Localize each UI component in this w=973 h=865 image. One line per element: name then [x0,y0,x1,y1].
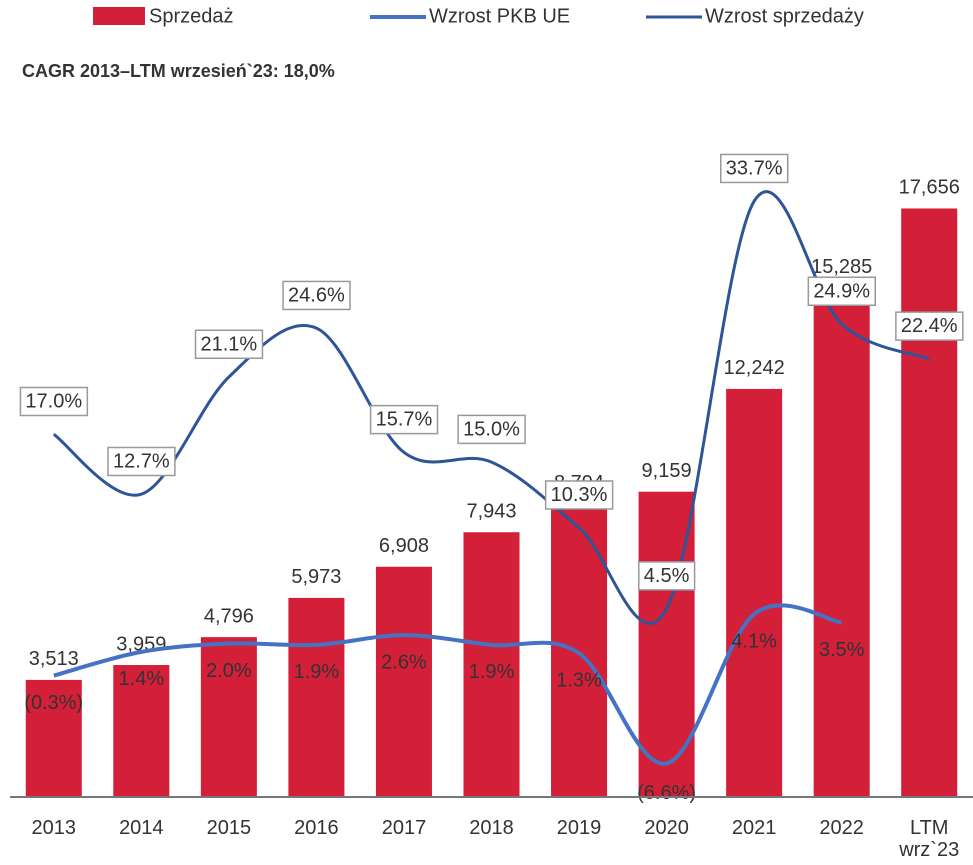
data-label: 15,285 [811,256,872,278]
data-label: 15.7% [376,409,433,431]
data-label: 4.1% [731,630,777,652]
bar [813,287,870,797]
data-label-box [369,404,439,435]
data-label-box [457,414,526,445]
x-tick-label: 2018 [469,817,514,839]
legend-label: Wzrost sprzedaży [705,5,864,27]
bar [288,597,345,797]
bar [551,503,608,797]
x-tick-label: LTM wrz`23 [899,817,960,861]
data-label: 22.4% [901,315,958,337]
legend-swatch [93,7,145,25]
data-label-box [544,480,614,510]
x-tick-label: 2017 [381,817,427,839]
data-label-box [638,561,696,591]
x-tick-label: 2016 [294,817,339,839]
data-label: 1.3% [556,670,602,692]
data-label: 9,159 [642,460,692,482]
data-label: 4,796 [204,605,254,627]
data-label: 1.9% [294,661,340,683]
bar [463,532,520,797]
data-label: 10.3% [551,484,608,506]
bar [113,665,170,797]
data-label-box [720,153,789,184]
data-label-box [807,276,876,307]
data-label: 17,656 [899,177,960,199]
subtitle: CAGR 2013–LTM wrzesień`23: 18,0% [22,61,335,81]
data-label: 5,973 [291,566,341,588]
data-label-box [19,386,89,417]
x-tick-label: 2020 [644,817,689,839]
x-tick-label: 2019 [556,817,602,839]
data-label: 33.7% [726,157,783,179]
data-label-box [107,446,176,477]
data-label: 7,943 [466,501,516,523]
data-label-box [895,311,964,341]
data-label-box [282,280,351,311]
data-label: 21.1% [201,333,258,355]
bar [375,566,432,797]
data-label: (0.3%) [24,692,83,714]
bar [726,388,783,797]
bar [200,637,257,797]
data-label: (6.6%) [637,782,696,804]
x-tick-label: 2014 [119,817,164,839]
data-label: 4.5% [644,565,690,587]
data-label: 15.0% [463,418,520,440]
bar [901,208,958,797]
x-tick-label: 2015 [206,817,252,839]
data-label: 2.6% [381,651,427,673]
data-label: 3,513 [29,648,79,670]
x-tick-label: 2021 [731,817,777,839]
data-label: 12.7% [113,450,170,472]
line [52,190,930,625]
data-label: 24.6% [288,284,345,306]
x-tick-label: 2013 [31,817,77,839]
line [53,603,843,766]
legend-label: Wzrost PKB UE [429,5,570,27]
data-label: 1.9% [469,661,515,683]
x-tick-label: 2022 [819,817,864,839]
data-label: 3.5% [819,639,865,661]
data-label: 17.0% [25,390,82,412]
bar [25,679,82,797]
data-label: 1.4% [119,668,165,690]
data-label: 6,908 [379,535,429,557]
legend-label: Sprzedaż [149,5,234,27]
data-label: 12,242 [724,357,785,379]
data-label: 2.0% [206,660,252,682]
data-label: 24.9% [813,280,870,302]
data-label-box [194,329,264,360]
